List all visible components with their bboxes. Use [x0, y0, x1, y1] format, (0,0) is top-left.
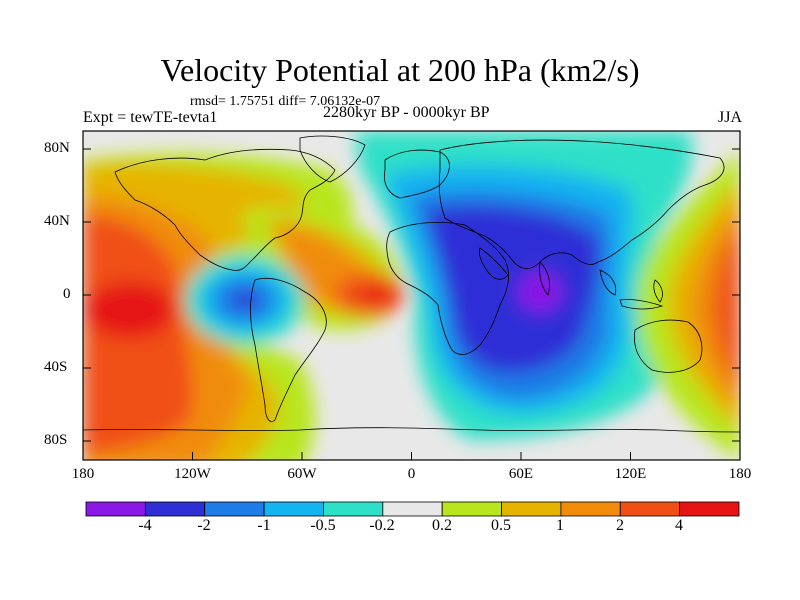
lat-ticks	[83, 148, 740, 442]
colorbar-swatch	[619, 501, 681, 517]
lat-tick-label-40n: 40N	[44, 213, 70, 229]
lon-tick-label-120w: 120W	[174, 466, 211, 482]
lon-ticks	[82, 452, 741, 460]
colorbar-label: -2	[197, 517, 211, 534]
coastlines	[83, 135, 740, 433]
colorbar-swatch	[204, 501, 265, 517]
plot-title: Velocity Potential at 200 hPa (km2/s)	[160, 52, 640, 88]
colorbar-swatch	[560, 501, 621, 517]
lat-tick-label-80s: 80S	[44, 432, 68, 448]
velocity-potential-field	[83, 131, 740, 460]
colorbar-swatch	[679, 501, 740, 517]
colorbar-label: -0.5	[310, 517, 336, 534]
lon-tick-label-60w: 60W	[287, 466, 317, 482]
colorbar	[85, 501, 740, 517]
colorbar-label: 0.5	[491, 517, 511, 534]
lon-tick-label-0: 0	[407, 466, 416, 482]
colorbar-swatch	[323, 501, 384, 517]
colorbar-label: -4	[138, 517, 152, 534]
colorbar-swatch	[441, 501, 502, 517]
colorbar-label: -0.2	[369, 517, 395, 534]
colorbar-swatch	[382, 501, 443, 517]
colorbar-swatch	[85, 501, 146, 517]
colorbar-label: -1	[257, 517, 271, 534]
lat-tick-label-40s: 40S	[44, 359, 68, 375]
experiment-label: Expt = tewTE-tevta1	[83, 109, 218, 126]
colorbar-label: 0.2	[432, 517, 452, 534]
colorbar-label: 2	[616, 517, 624, 534]
lat-tick-label-0: 0	[63, 286, 71, 302]
colorbar-label: 4	[675, 517, 683, 534]
colorbar-swatch	[501, 501, 562, 517]
colorbar-swatch	[144, 501, 206, 517]
stats-line: rmsd= 1.75751 diff= 7.06132e-07	[190, 94, 381, 109]
period-label: 2280kyr BP - 0000kyr BP	[323, 104, 490, 121]
lon-tick-label-60e: 60E	[508, 466, 534, 482]
colorbar-label: 1	[556, 517, 564, 534]
lon-tick-label-180w: 180	[71, 466, 95, 482]
season-label: JJA	[717, 109, 742, 126]
lon-tick-label-180e: 180	[728, 466, 752, 482]
colorbar-swatch	[263, 501, 324, 517]
lon-tick-label-120e: 120E	[614, 466, 647, 482]
lat-tick-label-80n: 80N	[44, 140, 70, 156]
